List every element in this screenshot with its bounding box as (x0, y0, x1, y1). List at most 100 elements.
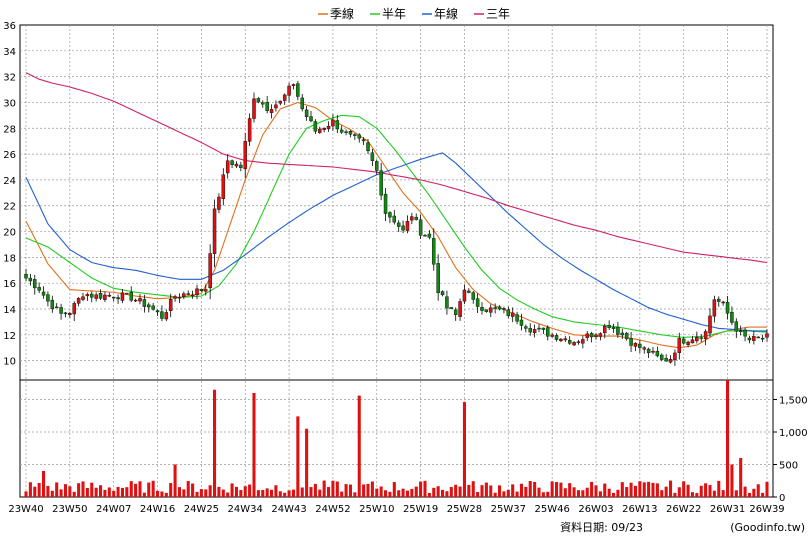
volume-bar (164, 492, 168, 497)
candle-body (699, 337, 703, 339)
candle-body (646, 348, 651, 354)
candle-body (620, 332, 625, 336)
candle-body (743, 329, 747, 337)
candle-body (760, 337, 765, 340)
candle-body (432, 238, 436, 265)
volume-bar (726, 380, 730, 497)
legend-label-2: 年線 (434, 6, 458, 21)
candle-body (195, 288, 199, 295)
legend-label-0: 季線 (330, 6, 354, 21)
volume-bar (419, 481, 423, 497)
candle-body (90, 293, 94, 298)
volume-bar (673, 492, 677, 497)
price-tick-label: 18 (3, 253, 16, 264)
volume-tick-label: 0 (779, 493, 785, 504)
volume-bar (348, 484, 352, 497)
volume-bar (305, 428, 309, 497)
candle-body (414, 216, 418, 220)
volume-bar (199, 489, 203, 497)
volume-bar (318, 489, 322, 497)
candle-body (129, 292, 133, 301)
volume-bar (55, 482, 59, 497)
x-tick-label: 24W43 (271, 504, 306, 515)
candle-body (506, 309, 511, 317)
volume-bar (296, 416, 300, 497)
volume-bar (537, 487, 541, 497)
candle-body (173, 296, 177, 299)
candle-body (375, 161, 379, 171)
volume-bar (213, 389, 217, 497)
volume-bar (695, 493, 699, 497)
volume-bar (344, 484, 348, 497)
volume-bar (230, 483, 234, 497)
candle-body (265, 102, 269, 111)
candle-body (190, 294, 195, 297)
volume-bar (616, 489, 620, 497)
candle-body (221, 174, 226, 199)
volume-bar (462, 402, 466, 497)
candle-body (383, 193, 388, 214)
candle-body (453, 309, 458, 315)
volume-bar (331, 480, 335, 497)
volume-bar (708, 485, 712, 497)
candle-body (326, 125, 331, 130)
ma-line-半年 (25, 114, 768, 338)
candle-body (33, 279, 37, 289)
candle-body (331, 119, 335, 127)
candle-body (721, 301, 725, 304)
volume-bar (629, 482, 633, 497)
x-tick-label: 26W22 (666, 504, 701, 515)
candle-body (484, 309, 489, 312)
volume-bar (506, 489, 510, 497)
volume-bar (353, 492, 357, 497)
volume-bar (252, 393, 256, 497)
candle-body (168, 299, 173, 311)
volume-bar (85, 487, 89, 497)
candle-body (107, 295, 112, 297)
volume-bar (256, 490, 260, 497)
volume-bar (169, 483, 173, 497)
volume-bar (362, 484, 366, 497)
candle-body (559, 338, 563, 342)
candle-body (418, 219, 423, 236)
volume-bar (24, 491, 28, 497)
candle-body (471, 292, 475, 300)
volume-bar (669, 480, 673, 497)
volume-bar (388, 491, 392, 497)
volume-bar (449, 487, 453, 497)
candle-body (322, 127, 326, 130)
candle-body (94, 294, 98, 299)
candle-body (567, 340, 572, 344)
x-tick-label: 25W28 (447, 504, 482, 515)
candle-body (475, 298, 480, 307)
candle-body (467, 290, 471, 293)
candle-body (677, 338, 682, 353)
candle-body (664, 358, 668, 362)
volume-bar (664, 486, 668, 497)
ma-line-年線 (25, 152, 767, 332)
x-tick-label: 25W10 (359, 504, 394, 515)
volume-bar (458, 486, 462, 497)
volume-bar (392, 482, 396, 497)
candle-body (98, 293, 103, 299)
candle-body (28, 277, 33, 282)
volume-bar (484, 482, 488, 497)
candle-body (554, 335, 559, 340)
x-tick-label: 25W46 (534, 504, 569, 515)
volume-bar (313, 483, 317, 497)
candle-body (388, 212, 392, 218)
candle-body (629, 338, 633, 346)
candle-body (752, 335, 756, 341)
volume-bar (112, 490, 116, 497)
candle-body (182, 293, 186, 297)
volume-bar (138, 481, 142, 497)
volume-bar (287, 490, 291, 497)
candle-body (335, 120, 340, 130)
candle-body (230, 160, 234, 165)
x-tick-label: 23W50 (52, 504, 87, 515)
candle-body (695, 336, 699, 342)
candle-body (440, 291, 445, 296)
candle-body (589, 333, 594, 338)
candle-body (68, 313, 72, 316)
volume-bar (327, 487, 331, 497)
